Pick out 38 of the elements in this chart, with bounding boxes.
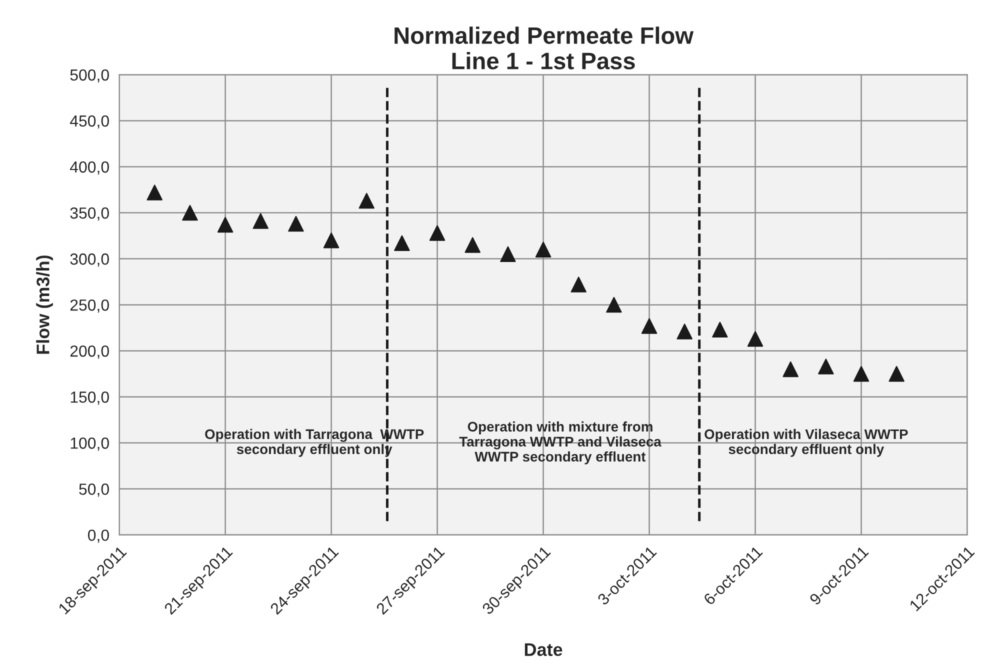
y-tick-label: 100,0 [70,438,109,451]
y-tick-label: 300,0 [70,253,109,267]
chart-title: Normalized Permeate Flow Line 1 - 1st Pass [394,26,694,70]
annotation: Operation with mixture from Tarragona WWTP and Vilaseca WWTP secondary effluent [459,421,662,464]
point [464,237,480,253]
point [182,204,198,221]
y-tick-label: 50,0 [79,484,109,497]
x-axis-title: Date [524,643,562,656]
y-tick-label: 350,0 [70,207,109,221]
point [500,246,516,262]
point [323,232,340,248]
y-tick-label: 450,0 [70,115,109,129]
point [676,324,692,340]
y-axis-title: Flow (m3/h) [36,256,53,354]
y-tick-label: 400,0 [70,161,109,175]
point [288,216,304,232]
point [818,358,834,374]
point [712,322,728,338]
point [394,235,410,252]
annotation: Operation with Vilaseca WWTP secondary effluent only [704,428,908,457]
point [217,216,234,233]
point [429,225,446,241]
point [535,242,552,258]
point [606,296,622,313]
point [570,276,586,292]
point [782,361,798,378]
y-tick-label: 500,0 [70,69,109,83]
y-tick-label: 200,0 [70,345,109,359]
point [888,366,904,382]
point [641,318,658,334]
y-tick-label: 0,0 [88,530,109,543]
y-tick-label: 250,0 [70,299,109,313]
point [853,366,870,382]
point [747,331,764,347]
point [146,184,163,200]
point [358,192,374,209]
point [252,213,268,229]
y-tick-label: 150,0 [70,392,109,405]
